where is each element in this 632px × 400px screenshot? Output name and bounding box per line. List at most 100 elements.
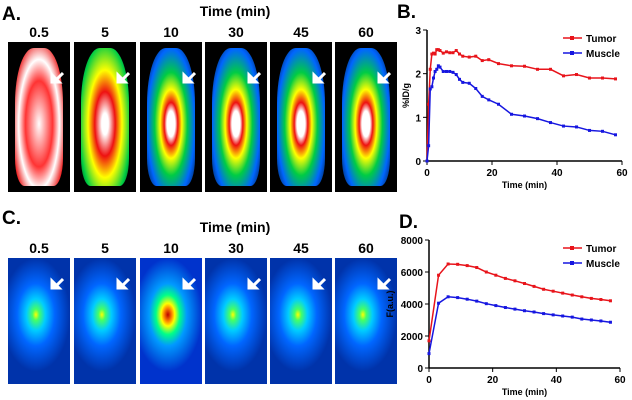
data-point	[428, 67, 432, 71]
optical-image	[8, 258, 70, 384]
data-point	[451, 70, 455, 74]
time-label: 45	[293, 240, 309, 256]
time-label: 5	[101, 24, 109, 40]
x-tick-label: 0	[424, 168, 430, 179]
y-tick-label: 2000	[401, 332, 424, 343]
x-tick-label: 40	[551, 168, 563, 179]
data-point	[461, 54, 465, 58]
data-point	[467, 55, 471, 59]
time-label: 60	[358, 240, 374, 256]
y-tick-label: 8000	[401, 236, 424, 247]
data-point	[437, 273, 441, 277]
pet-image	[270, 42, 332, 192]
data-point	[430, 85, 434, 89]
data-point	[601, 76, 604, 80]
data-point	[513, 279, 517, 283]
x-tick-label: 0	[426, 375, 432, 386]
data-point	[480, 59, 484, 63]
arrow-icon	[312, 277, 326, 290]
data-point	[513, 307, 517, 311]
data-point	[532, 284, 536, 288]
data-point	[454, 73, 458, 77]
data-point	[542, 287, 546, 291]
time-label: 0.5	[29, 24, 49, 40]
data-point	[532, 310, 536, 314]
data-point	[608, 320, 612, 324]
data-point	[551, 313, 555, 317]
data-point	[523, 114, 526, 118]
time-label: 45	[293, 24, 309, 40]
data-point	[484, 270, 488, 274]
arrow-icon	[312, 71, 326, 84]
data-point	[435, 67, 439, 71]
data-point	[435, 48, 439, 52]
data-point	[465, 264, 469, 268]
pet-image	[335, 42, 397, 192]
x-tick-label: 20	[487, 375, 499, 386]
x-axis-label: Time (min)	[502, 180, 547, 190]
time-label: 30	[228, 24, 244, 40]
data-point	[523, 309, 526, 313]
pet-image	[74, 42, 136, 192]
y-tick-label: 0	[415, 157, 421, 168]
panel-a-title: Time (min)	[199, 3, 271, 19]
data-point	[432, 51, 435, 55]
x-tick-label: 40	[551, 375, 563, 386]
data-point	[425, 159, 429, 163]
data-point	[614, 77, 617, 81]
data-point	[589, 318, 593, 322]
data-point	[570, 293, 574, 297]
data-point	[456, 296, 460, 300]
arrow-icon	[377, 277, 391, 290]
data-point	[436, 48, 440, 52]
panel-label: D.	[399, 212, 418, 233]
data-point	[614, 133, 617, 137]
legend-marker	[570, 246, 574, 250]
time-label: 5	[101, 240, 109, 256]
data-point	[461, 80, 465, 84]
panel-a-label: A.	[2, 4, 21, 25]
data-point	[599, 298, 603, 302]
pet-image	[8, 42, 70, 192]
data-point	[575, 73, 578, 77]
data-point	[494, 304, 498, 308]
data-point	[575, 125, 578, 129]
data-point	[487, 98, 491, 102]
legend-label: Muscle	[586, 259, 620, 270]
arrow-icon	[116, 71, 130, 84]
data-point	[599, 319, 603, 323]
data-point	[580, 317, 584, 321]
data-point	[523, 64, 526, 68]
optical-image	[74, 258, 136, 384]
data-point	[454, 49, 458, 53]
time-label: 10	[163, 24, 179, 40]
y-axis-label: %ID/g	[401, 83, 411, 108]
data-point	[465, 297, 469, 301]
data-point	[436, 64, 440, 68]
data-point	[458, 52, 461, 56]
series-line-tumor	[426, 48, 616, 162]
data-point	[510, 112, 513, 116]
data-point	[438, 65, 442, 69]
data-point	[474, 54, 478, 58]
time-label: 60	[358, 24, 374, 40]
optical-image	[205, 258, 267, 384]
data-point	[484, 302, 488, 306]
legend-marker	[570, 261, 574, 265]
data-point	[456, 262, 460, 266]
y-tick-label: 0	[417, 364, 423, 375]
optical-image	[335, 258, 397, 384]
x-tick-label: 60	[616, 168, 628, 179]
data-point	[608, 299, 612, 303]
time-label: 0.5	[29, 240, 49, 256]
data-point	[510, 64, 513, 68]
data-point	[503, 276, 507, 280]
pet-image	[205, 42, 267, 192]
x-tick-label: 60	[614, 375, 626, 386]
panel-c-title: Time (min)	[199, 219, 271, 235]
data-point	[433, 52, 437, 56]
y-tick-label: 1	[415, 113, 421, 124]
data-point	[474, 87, 478, 91]
data-point	[437, 301, 441, 305]
